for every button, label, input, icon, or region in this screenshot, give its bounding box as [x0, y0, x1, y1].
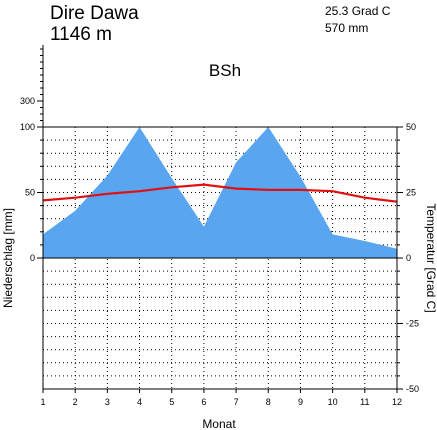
- y-right-tick-label: 25: [406, 188, 416, 198]
- x-tick-label: 11: [360, 397, 369, 407]
- y-right-tick-label: -50: [406, 384, 419, 394]
- x-tick-label: 8: [266, 397, 271, 407]
- y-right-tick-label: 0: [406, 253, 411, 263]
- annual-precipitation: 570 mm: [325, 21, 368, 35]
- y-axis-right-title: Temperatur [Grad C]: [424, 203, 437, 312]
- x-tick-label: 10: [328, 397, 338, 407]
- y-left-tick-label: 0: [30, 253, 35, 263]
- climate-classification: BSh: [209, 61, 241, 80]
- x-tick-label: 6: [201, 397, 206, 407]
- station-elevation: 1146 m: [50, 24, 112, 45]
- x-tick-label: 4: [137, 397, 142, 407]
- x-tick-label: 9: [298, 397, 303, 407]
- x-tick-label: 1: [40, 397, 45, 407]
- temperature-line: [42, 183, 398, 203]
- x-tick-label: 5: [169, 397, 174, 407]
- y-right-tick-label: -25: [406, 319, 419, 329]
- station-name: Dire Dawa: [50, 3, 139, 24]
- y-right-tick-label: 50: [406, 122, 416, 132]
- y-left-tick-label: 50: [25, 188, 35, 198]
- y-left-tick-label: 300: [20, 96, 35, 106]
- data-marks: [42, 127, 398, 258]
- precipitation-area: [43, 127, 397, 258]
- x-axis-title: Monat: [202, 417, 236, 430]
- x-tick-label: 3: [105, 397, 110, 407]
- y-left-tick-label: 100: [20, 122, 35, 132]
- y-axis-left-title: Niederschlag [mm]: [1, 208, 15, 308]
- x-tick-label: 7: [234, 397, 239, 407]
- annual-mean-temperature: 25.3 Grad C: [325, 4, 391, 18]
- x-tick-label: 12: [392, 397, 402, 407]
- x-tick-label: 2: [73, 397, 78, 407]
